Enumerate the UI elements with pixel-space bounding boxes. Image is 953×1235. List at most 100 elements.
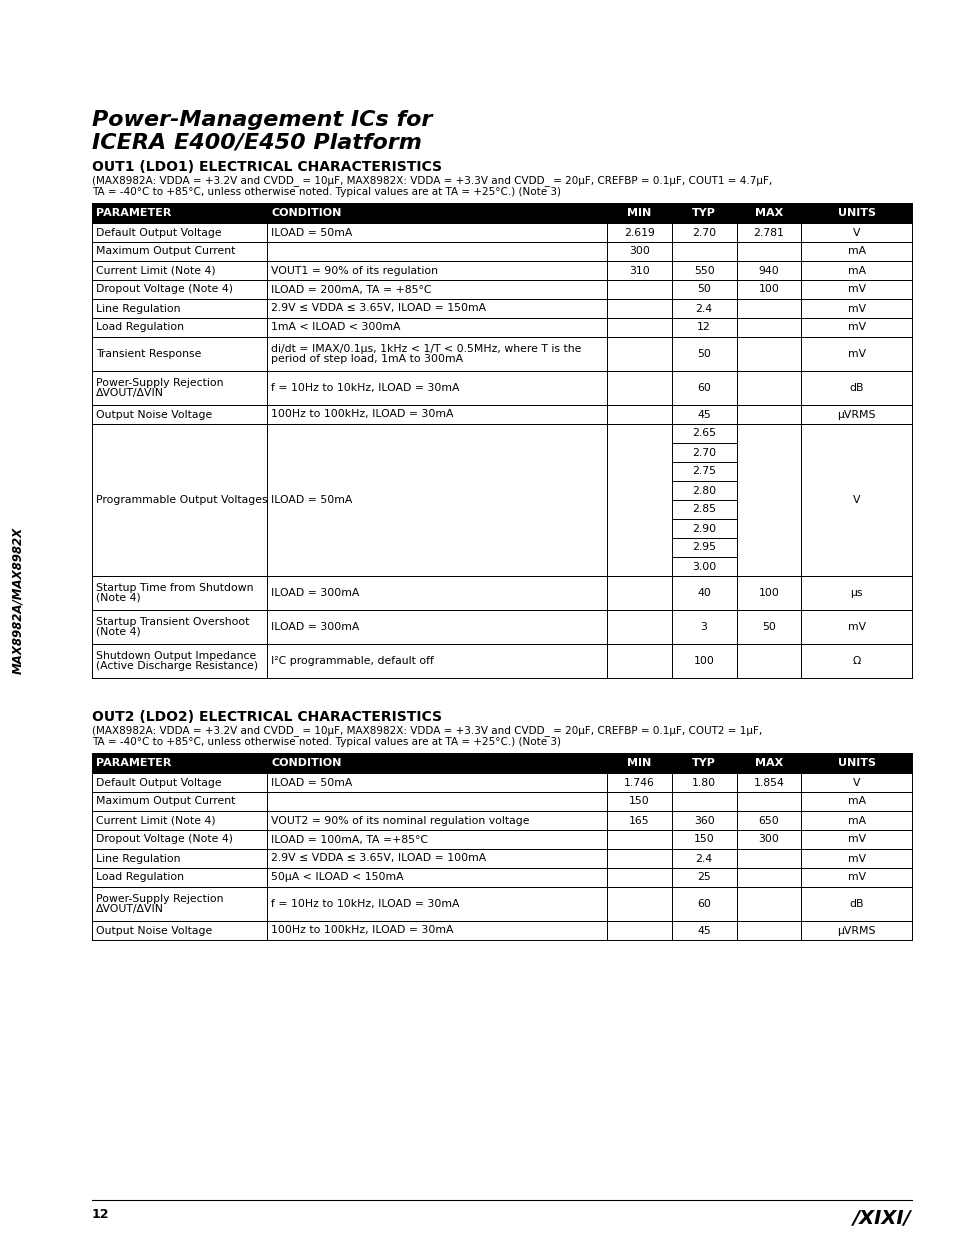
- Text: ILOAD = 50mA: ILOAD = 50mA: [272, 495, 353, 505]
- Text: V: V: [852, 778, 860, 788]
- Text: Current Limit (Note 4): Current Limit (Note 4): [96, 266, 215, 275]
- Text: 1.746: 1.746: [623, 778, 654, 788]
- Text: MIN: MIN: [626, 207, 651, 219]
- Text: 1.80: 1.80: [691, 778, 716, 788]
- Text: μs: μs: [849, 588, 862, 598]
- Text: 2.70: 2.70: [691, 447, 716, 457]
- Text: 2.9V ≤ VDDA ≤ 3.65V, ILOAD = 150mA: 2.9V ≤ VDDA ≤ 3.65V, ILOAD = 150mA: [272, 304, 486, 314]
- Text: Power-Management ICs for: Power-Management ICs for: [91, 110, 432, 130]
- Text: ILOAD = 50mA: ILOAD = 50mA: [272, 778, 353, 788]
- Text: Default Output Voltage: Default Output Voltage: [96, 778, 221, 788]
- Text: Load Regulation: Load Regulation: [96, 322, 184, 332]
- Text: OUT1 (LDO1) ELECTRICAL CHARACTERISTICS: OUT1 (LDO1) ELECTRICAL CHARACTERISTICS: [91, 161, 441, 174]
- Text: MAX8982A/MAX8982X: MAX8982A/MAX8982X: [11, 526, 25, 673]
- Text: (Note 4): (Note 4): [96, 626, 141, 637]
- Text: ILOAD = 100mA, TA =+85°C: ILOAD = 100mA, TA =+85°C: [272, 835, 428, 845]
- Text: Power-Supply Rejection: Power-Supply Rejection: [96, 378, 223, 388]
- Bar: [91, 753, 911, 773]
- Text: 50: 50: [761, 622, 775, 632]
- Text: 2.90: 2.90: [691, 524, 716, 534]
- Text: ILOAD = 200mA, TA = +85°C: ILOAD = 200mA, TA = +85°C: [272, 284, 432, 294]
- Text: Shutdown Output Impedance: Shutdown Output Impedance: [96, 651, 256, 661]
- Text: dB: dB: [848, 383, 863, 393]
- Text: 12: 12: [91, 1208, 110, 1221]
- Text: Transient Response: Transient Response: [96, 350, 201, 359]
- Text: 40: 40: [697, 588, 710, 598]
- Text: Dropout Voltage (Note 4): Dropout Voltage (Note 4): [96, 835, 233, 845]
- Text: MIN: MIN: [626, 758, 651, 768]
- Text: TYP: TYP: [692, 207, 716, 219]
- Text: ICERA E400/E450 Platform: ICERA E400/E450 Platform: [91, 132, 421, 152]
- Text: 100: 100: [693, 656, 714, 666]
- Text: Line Regulation: Line Regulation: [96, 304, 180, 314]
- Text: CONDITION: CONDITION: [272, 207, 341, 219]
- Text: 650: 650: [758, 815, 779, 825]
- Text: I²C programmable, default off: I²C programmable, default off: [272, 656, 434, 666]
- Text: TA = -40°C to +85°C, unless otherwise noted. Typical values are at TA = +25°C.) : TA = -40°C to +85°C, unless otherwise no…: [91, 737, 560, 747]
- Text: 2.95: 2.95: [692, 542, 716, 552]
- Text: 3: 3: [700, 622, 707, 632]
- Text: f = 10Hz to 10kHz, ILOAD = 30mA: f = 10Hz to 10kHz, ILOAD = 30mA: [272, 383, 459, 393]
- Text: Default Output Voltage: Default Output Voltage: [96, 227, 221, 237]
- Text: ΔVOUT/ΔVIN: ΔVOUT/ΔVIN: [96, 388, 164, 398]
- Text: 150: 150: [628, 797, 649, 806]
- Text: VOUT1 = 90% of its regulation: VOUT1 = 90% of its regulation: [272, 266, 438, 275]
- Text: Dropout Voltage (Note 4): Dropout Voltage (Note 4): [96, 284, 233, 294]
- Text: ΔVOUT/ΔVIN: ΔVOUT/ΔVIN: [96, 904, 164, 914]
- Text: TYP: TYP: [692, 758, 716, 768]
- Text: 50: 50: [697, 350, 710, 359]
- Text: 2.4: 2.4: [695, 304, 712, 314]
- Text: mV: mV: [846, 853, 864, 863]
- Text: VOUT2 = 90% of its nominal regulation voltage: VOUT2 = 90% of its nominal regulation vo…: [272, 815, 530, 825]
- Text: 310: 310: [628, 266, 649, 275]
- Text: ILOAD = 300mA: ILOAD = 300mA: [272, 588, 359, 598]
- Text: mV: mV: [846, 322, 864, 332]
- Text: f = 10Hz to 10kHz, ILOAD = 30mA: f = 10Hz to 10kHz, ILOAD = 30mA: [272, 899, 459, 909]
- Text: (MAX8982A: VDDA = +3.2V and CVDD_ = 10μF, MAX8982X: VDDA = +3.3V and CVDD_ = 20μ: (MAX8982A: VDDA = +3.2V and CVDD_ = 10μF…: [91, 175, 771, 186]
- Text: mA: mA: [846, 797, 864, 806]
- Text: 3.00: 3.00: [691, 562, 716, 572]
- Text: 1.854: 1.854: [753, 778, 783, 788]
- Text: 2.85: 2.85: [692, 505, 716, 515]
- Text: Maximum Output Current: Maximum Output Current: [96, 797, 235, 806]
- Text: mV: mV: [846, 284, 864, 294]
- Text: 50: 50: [697, 284, 710, 294]
- Text: mA: mA: [846, 815, 864, 825]
- Text: ∕XIXI∕: ∕XIXI∕: [852, 1208, 911, 1228]
- Text: MAX: MAX: [754, 758, 782, 768]
- Text: Line Regulation: Line Regulation: [96, 853, 180, 863]
- Text: MAX: MAX: [754, 207, 782, 219]
- Text: 2.4: 2.4: [695, 853, 712, 863]
- Text: Power-Supply Rejection: Power-Supply Rejection: [96, 894, 223, 904]
- Text: TA = -40°C to +85°C, unless otherwise noted. Typical values are at TA = +25°C.) : TA = -40°C to +85°C, unless otherwise no…: [91, 186, 560, 198]
- Text: PARAMETER: PARAMETER: [96, 758, 172, 768]
- Text: 45: 45: [697, 410, 710, 420]
- Text: mV: mV: [846, 350, 864, 359]
- Text: Startup Transient Overshoot: Startup Transient Overshoot: [96, 618, 249, 627]
- Text: 100: 100: [758, 588, 779, 598]
- Text: μVRMS: μVRMS: [837, 925, 875, 935]
- Text: mA: mA: [846, 247, 864, 257]
- Text: period of step load, 1mA to 300mA: period of step load, 1mA to 300mA: [272, 353, 463, 364]
- Text: CONDITION: CONDITION: [272, 758, 341, 768]
- Text: Load Regulation: Load Regulation: [96, 872, 184, 883]
- Text: (Active Discharge Resistance): (Active Discharge Resistance): [96, 661, 258, 671]
- Text: mV: mV: [846, 835, 864, 845]
- Text: 12: 12: [697, 322, 710, 332]
- Text: 300: 300: [758, 835, 779, 845]
- Text: mV: mV: [846, 622, 864, 632]
- Text: 2.75: 2.75: [692, 467, 716, 477]
- Text: 550: 550: [693, 266, 714, 275]
- Text: 165: 165: [628, 815, 649, 825]
- Text: 150: 150: [693, 835, 714, 845]
- Text: mV: mV: [846, 872, 864, 883]
- Text: 2.80: 2.80: [691, 485, 716, 495]
- Text: dB: dB: [848, 899, 863, 909]
- Text: V: V: [852, 227, 860, 237]
- Text: Startup Time from Shutdown: Startup Time from Shutdown: [96, 583, 253, 593]
- Text: 940: 940: [758, 266, 779, 275]
- Text: mA: mA: [846, 266, 864, 275]
- Text: Ω: Ω: [852, 656, 860, 666]
- Text: ILOAD = 300mA: ILOAD = 300mA: [272, 622, 359, 632]
- Text: 300: 300: [628, 247, 649, 257]
